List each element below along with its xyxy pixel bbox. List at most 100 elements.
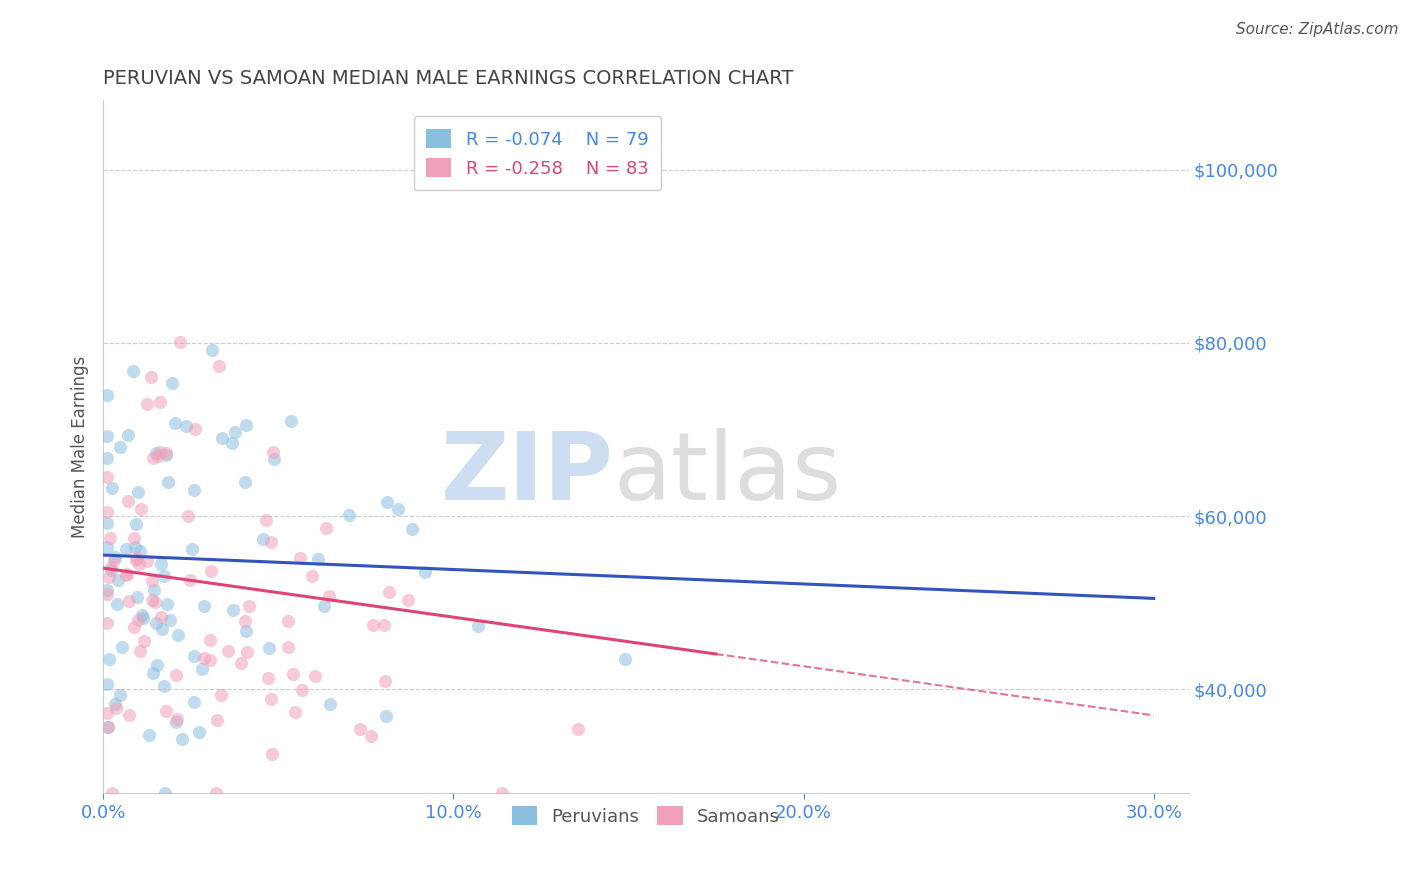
Point <box>145 446 167 460</box>
Point <box>96 429 118 443</box>
Point <box>153 786 176 800</box>
Point <box>165 714 187 729</box>
Point <box>131 608 153 623</box>
Point <box>262 445 284 459</box>
Point <box>138 728 160 742</box>
Point <box>122 619 145 633</box>
Point <box>115 541 138 556</box>
Point <box>205 713 228 727</box>
Point <box>142 451 165 466</box>
Point <box>221 436 243 450</box>
Legend: Peruvians, Samoans: Peruvians, Samoans <box>505 798 787 833</box>
Point <box>257 640 280 655</box>
Point <box>200 564 222 578</box>
Point <box>208 359 231 373</box>
Point <box>162 376 184 390</box>
Point <box>146 449 169 463</box>
Point <box>115 568 138 582</box>
Point <box>96 706 118 721</box>
Point <box>149 557 172 571</box>
Point <box>205 786 228 800</box>
Point <box>143 582 166 597</box>
Point <box>159 614 181 628</box>
Point <box>96 677 118 691</box>
Text: PERUVIAN VS SAMOAN MEDIAN MALE EARNINGS CORRELATION CHART: PERUVIAN VS SAMOAN MEDIAN MALE EARNINGS … <box>103 69 793 87</box>
Point <box>301 569 323 583</box>
Point <box>191 662 214 676</box>
Point <box>141 574 163 588</box>
Point <box>100 481 122 495</box>
Point <box>125 517 148 532</box>
Point <box>96 540 118 554</box>
Point <box>396 593 419 607</box>
Point <box>105 597 128 611</box>
Point <box>125 590 148 604</box>
Point <box>252 532 274 546</box>
Point <box>259 534 281 549</box>
Point <box>283 705 305 719</box>
Point <box>96 451 118 466</box>
Point <box>124 540 146 554</box>
Point <box>312 599 335 613</box>
Point <box>146 657 169 672</box>
Point <box>375 709 398 723</box>
Point <box>127 613 149 627</box>
Point <box>149 444 172 458</box>
Point <box>567 722 589 736</box>
Point <box>165 667 187 681</box>
Point <box>96 615 118 630</box>
Point <box>153 569 176 583</box>
Point <box>108 440 131 454</box>
Point <box>166 712 188 726</box>
Point <box>156 597 179 611</box>
Point <box>155 445 177 459</box>
Point <box>374 674 396 689</box>
Point <box>235 624 257 639</box>
Point <box>169 335 191 350</box>
Point <box>183 648 205 663</box>
Point <box>387 502 409 516</box>
Point <box>117 493 139 508</box>
Point <box>104 701 127 715</box>
Point <box>100 531 122 545</box>
Point <box>233 614 256 628</box>
Point <box>135 554 157 568</box>
Point <box>129 501 152 516</box>
Point <box>100 559 122 574</box>
Point <box>96 469 118 483</box>
Point <box>193 650 215 665</box>
Point <box>132 611 155 625</box>
Point <box>224 425 246 439</box>
Point <box>143 595 166 609</box>
Point <box>229 657 252 671</box>
Point <box>167 628 190 642</box>
Point <box>238 599 260 613</box>
Point <box>155 448 177 462</box>
Point <box>233 475 256 489</box>
Point <box>110 689 132 703</box>
Point <box>132 634 155 648</box>
Point <box>318 697 340 711</box>
Point <box>184 422 207 436</box>
Point <box>165 417 187 431</box>
Point <box>217 644 239 658</box>
Point <box>200 632 222 647</box>
Point <box>236 645 259 659</box>
Point <box>361 617 384 632</box>
Point <box>96 516 118 530</box>
Point <box>117 594 139 608</box>
Point <box>104 697 127 711</box>
Point <box>155 704 177 718</box>
Point <box>491 786 513 800</box>
Point <box>277 614 299 628</box>
Point <box>145 615 167 630</box>
Point <box>115 566 138 581</box>
Point <box>401 523 423 537</box>
Point <box>100 563 122 577</box>
Point <box>373 618 395 632</box>
Point <box>122 531 145 545</box>
Text: ZIP: ZIP <box>440 428 613 521</box>
Point <box>277 640 299 655</box>
Point <box>221 602 243 616</box>
Point <box>100 786 122 800</box>
